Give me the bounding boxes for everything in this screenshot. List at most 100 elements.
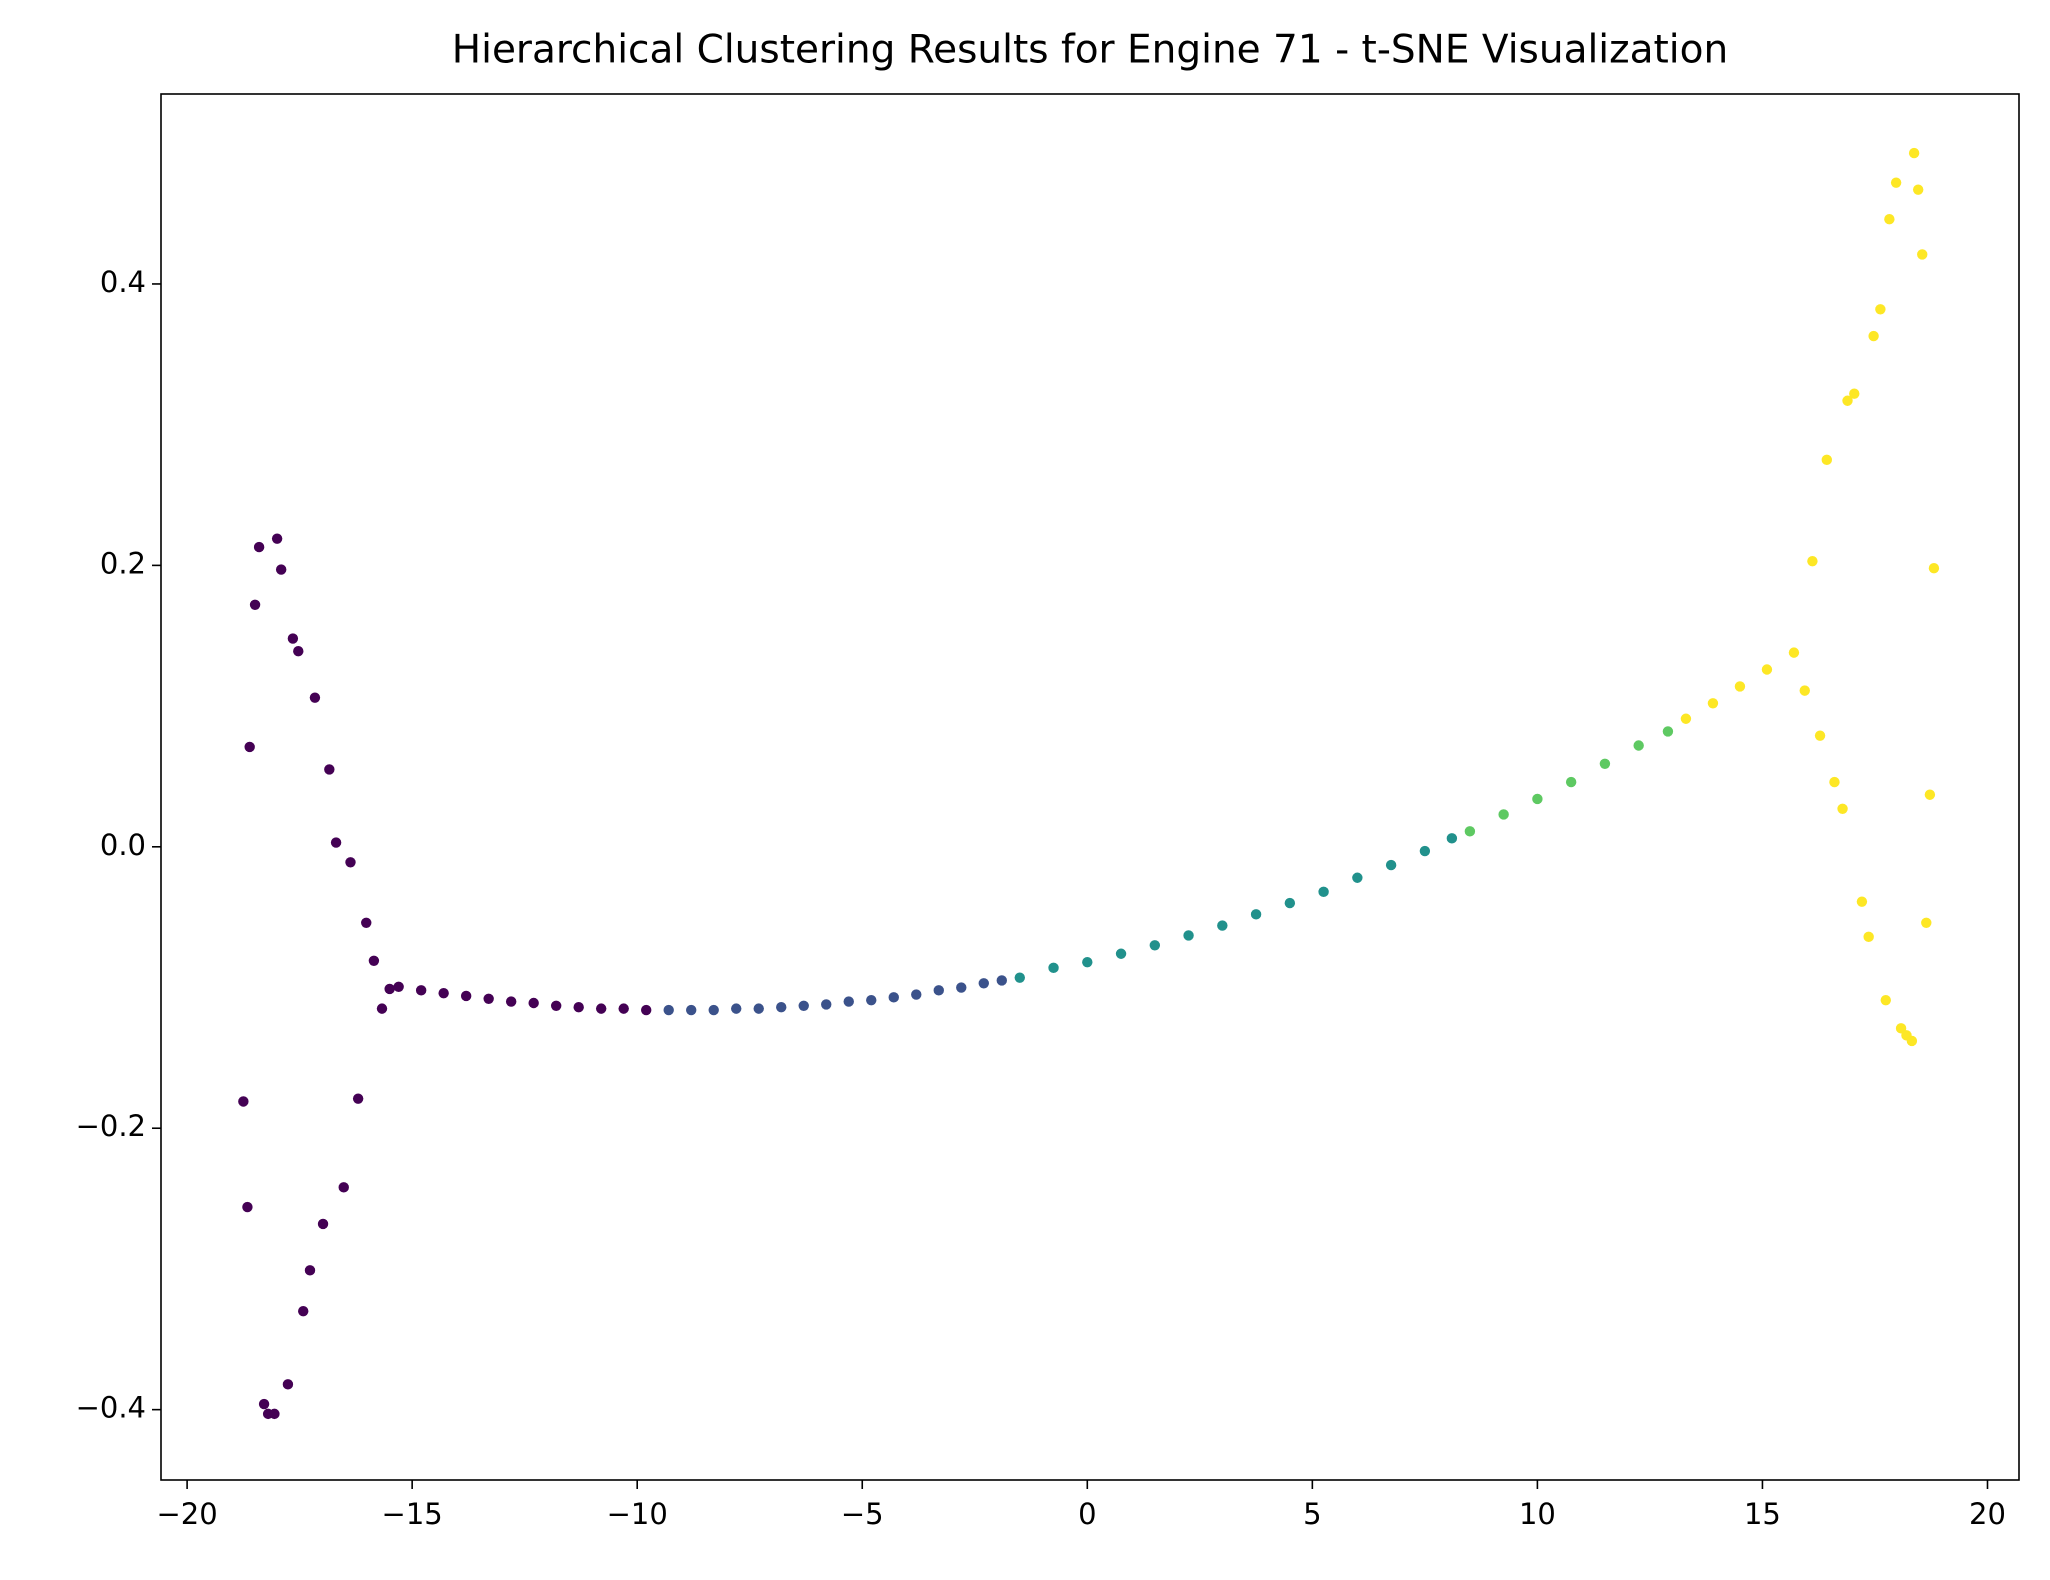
data-point: [1807, 555, 1818, 567]
data-point: [393, 981, 404, 993]
data-point: [1565, 776, 1577, 788]
data-point: [595, 1003, 607, 1014]
data-point: [996, 975, 1007, 986]
data-point: [641, 1004, 652, 1016]
data-point: [330, 837, 342, 848]
data-point: [1788, 647, 1800, 658]
data-point: [1912, 184, 1924, 195]
data-point: [528, 997, 539, 1009]
data-point: [438, 987, 449, 999]
data-point: [384, 983, 395, 995]
data-point: [1707, 698, 1719, 709]
data-point: [309, 692, 321, 703]
data-point: [361, 917, 372, 928]
x-tick-label: 10: [1519, 1497, 1556, 1531]
data-point: [1284, 897, 1296, 909]
data-point: [253, 541, 265, 553]
data-point: [1250, 909, 1262, 920]
data-point: [1906, 1035, 1918, 1047]
data-point: [317, 1218, 329, 1230]
data-point: [244, 741, 255, 753]
data-point: [1217, 920, 1228, 931]
data-point: [338, 1182, 349, 1193]
data-point: [1446, 833, 1458, 844]
y-tick-label: 0.4: [100, 265, 146, 299]
x-tick-label: −5: [841, 1497, 884, 1531]
data-point: [1149, 940, 1161, 951]
y-tick-label: −0.4: [76, 1391, 146, 1425]
data-point: [1837, 803, 1848, 815]
data-point: [1814, 730, 1826, 741]
data-point: [1917, 249, 1928, 260]
data-point: [1884, 214, 1895, 225]
data-point: [287, 633, 299, 644]
data-point: [866, 994, 877, 1006]
y-tick-label: −0.2: [76, 1109, 146, 1143]
data-point: [1680, 713, 1692, 724]
data-point: [324, 764, 335, 775]
x-tick-label: 0: [1078, 1497, 1096, 1531]
y-tick-label: 0.2: [100, 546, 146, 580]
data-point: [304, 1265, 316, 1276]
data-point: [798, 1000, 809, 1012]
data-point: [483, 993, 494, 1004]
data-point: [573, 1002, 584, 1013]
data-point: [933, 985, 944, 996]
data-point: [242, 1201, 253, 1213]
data-point: [275, 564, 287, 575]
x-tick-label: −20: [157, 1497, 218, 1531]
data-point: [1318, 886, 1329, 898]
data-point: [1115, 948, 1127, 959]
data-point: [1183, 930, 1194, 941]
data-point: [1868, 330, 1879, 342]
data-point: [1352, 872, 1363, 883]
data-point: [415, 985, 427, 996]
data-point: [1895, 1023, 1907, 1034]
data-point: [663, 1004, 674, 1016]
data-point: [460, 990, 472, 1002]
x-tick-label: 15: [1744, 1497, 1781, 1531]
data-point: [1863, 931, 1874, 943]
data-point: [1849, 388, 1860, 399]
data-point: [1856, 896, 1868, 907]
data-point: [1464, 826, 1476, 837]
data-point: [1921, 917, 1932, 928]
data-point: [821, 999, 832, 1010]
data-point: [345, 857, 356, 868]
y-tick-label: 0.0: [100, 828, 146, 862]
data-point: [956, 982, 967, 993]
data-point: [708, 1004, 719, 1016]
data-point: [686, 1004, 697, 1016]
data-point: [1385, 859, 1397, 871]
data-point: [282, 1379, 294, 1390]
x-tick-label: −10: [607, 1497, 668, 1531]
data-point: [271, 533, 283, 544]
x-tick-label: 20: [1969, 1497, 2006, 1531]
data-point: [1498, 809, 1509, 820]
data-point: [368, 955, 380, 966]
data-point: [1821, 454, 1833, 466]
data-point: [1082, 956, 1093, 968]
data-point: [249, 599, 261, 610]
data-point: [258, 1398, 270, 1410]
data-point: [1662, 726, 1674, 737]
data-point: [888, 992, 899, 1003]
data-point: [269, 1408, 280, 1420]
data-point: [978, 978, 989, 989]
data-point: [1014, 972, 1025, 983]
data-point: [1734, 681, 1746, 692]
chart-title: Hierarchical Clustering Results for Engi…: [452, 28, 1728, 73]
data-point: [505, 996, 517, 1007]
data-point: [1908, 147, 1920, 159]
data-point: [298, 1305, 309, 1317]
data-point: [1799, 685, 1810, 696]
plot-frame: [160, 93, 2020, 1481]
data-point: [618, 1003, 629, 1014]
data-point: [293, 646, 304, 657]
data-point: [1842, 395, 1853, 406]
data-point: [911, 989, 922, 1000]
data-point: [1048, 962, 1059, 974]
data-point: [1761, 664, 1773, 675]
data-point: [376, 1003, 388, 1014]
data-point: [1880, 994, 1891, 1006]
